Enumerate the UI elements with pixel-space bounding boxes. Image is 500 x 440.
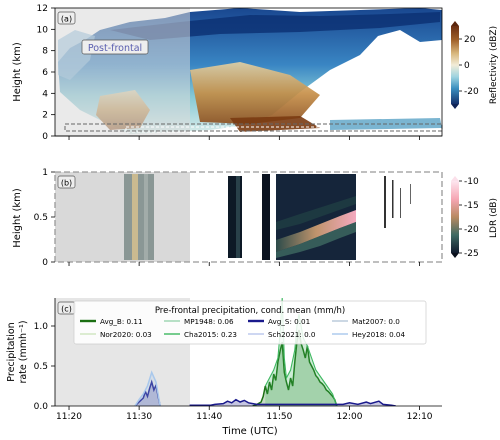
legend-item: Nor2020: 0.03 bbox=[100, 330, 152, 339]
series-line bbox=[134, 370, 161, 406]
y-tick-label: 6 bbox=[42, 68, 48, 78]
y-tick-label: 12 bbox=[37, 4, 48, 14]
y-tick-label: 0 bbox=[42, 258, 48, 268]
panel-c-ylabel-line1: Precipitation bbox=[6, 322, 17, 381]
panel-b-label: (b) bbox=[61, 179, 72, 188]
colorbar-tick-label: -10 bbox=[464, 177, 479, 187]
legend-title: Pre-frontal precipitation, cond. mean (m… bbox=[155, 306, 345, 316]
legend: Pre-frontal precipitation, cond. mean (m… bbox=[73, 300, 427, 345]
y-tick-label: 0.5 bbox=[34, 362, 48, 372]
panel-a-tag-box bbox=[57, 11, 76, 25]
panel-a-xticks bbox=[68, 136, 420, 140]
ldr-column-early bbox=[124, 174, 154, 260]
legend-item: MP1948: 0.06 bbox=[184, 317, 234, 326]
panel-c-ylabel-line2: rate (mmh⁻¹) bbox=[18, 320, 29, 383]
colorbar-tick-label: 20 bbox=[464, 35, 476, 45]
reflectivity-colorbar bbox=[451, 26, 459, 104]
x-tick-label: 12:10 bbox=[407, 412, 433, 422]
series-line bbox=[189, 398, 396, 406]
panel-c-label: (c) bbox=[61, 305, 72, 314]
x-tick-label: 11:30 bbox=[126, 412, 152, 422]
panel-c: (c) Pre-frontal precipitation, cond. mea… bbox=[6, 298, 442, 437]
y-tick-label: 0.5 bbox=[34, 213, 48, 223]
colorbar-tick-label: 0 bbox=[464, 61, 470, 71]
panel-a-yaxis: 0 2 4 6 8 10 12 bbox=[37, 4, 55, 142]
y-tick-label: 1 bbox=[42, 168, 48, 178]
x-tick-label: 11:20 bbox=[56, 412, 82, 422]
ldr-colorbar-ticks: -10 -15 -20 -25 bbox=[459, 177, 479, 259]
panel-a-ylabel: Height (km) bbox=[12, 42, 23, 102]
panel-b-yaxis: 00.51 bbox=[34, 168, 55, 268]
y-tick-label: 2 bbox=[42, 111, 48, 121]
postfrontal-annotation: Post-frontal bbox=[88, 43, 142, 54]
panel-b: (b) 00.51 Height (km) -10-15-20-25 LDR (… bbox=[12, 168, 499, 268]
y-tick-label: 0 bbox=[42, 132, 48, 142]
panel-c-yaxis: 0.0 0.5 1.0 bbox=[34, 322, 55, 412]
precip-series bbox=[134, 298, 396, 406]
legend-box bbox=[73, 300, 427, 345]
panel-a-label: (a) bbox=[61, 15, 72, 24]
x-tick-label: 12:00 bbox=[336, 412, 362, 422]
legend-item: Avg_B: 0.11 bbox=[100, 317, 143, 326]
ldr-field bbox=[228, 174, 411, 260]
panel-b-ylabel: Height (km) bbox=[12, 188, 23, 248]
y-tick-label: 1.0 bbox=[34, 322, 49, 332]
colorbar-tick-label: -25 bbox=[464, 249, 479, 259]
postfrontal-shading bbox=[55, 8, 190, 136]
ldr-colorbar bbox=[451, 181, 459, 253]
zoom-box-inner bbox=[125, 126, 324, 133]
x-tick-label: 11:50 bbox=[266, 412, 292, 422]
legend-item: Mat2007: 0.0 bbox=[352, 317, 400, 326]
colorbar-tick-label: -15 bbox=[464, 201, 479, 211]
legend-item: Cha2015: 0.23 bbox=[184, 330, 237, 339]
y-tick-label: 4 bbox=[42, 89, 48, 99]
legend-item: Sch2021: 0.0 bbox=[268, 330, 316, 339]
legend-item: Avg_S: 0.01 bbox=[268, 317, 310, 326]
panel-b-xticks bbox=[68, 262, 420, 266]
panel-c-xlabel: Time (UTC) bbox=[221, 426, 277, 437]
reflectivity-colorbar-ticks: 20 0 -20 bbox=[459, 35, 479, 97]
y-tick-label: 0.0 bbox=[34, 402, 49, 412]
reflectivity-colorbar-label: Reflectivity (dBZ) bbox=[489, 26, 499, 104]
panel-b-tag-box bbox=[57, 175, 76, 189]
y-tick-label: 8 bbox=[42, 47, 48, 57]
series-area bbox=[265, 298, 337, 406]
x-tick-label: 11:40 bbox=[196, 412, 222, 422]
postfrontal-shading-b bbox=[55, 172, 190, 262]
panel-c-xaxis: 11:20 11:30 11:40 11:50 12:00 12:10 bbox=[56, 406, 433, 422]
colorbar-tick-label: -20 bbox=[464, 87, 479, 97]
y-tick-label: 10 bbox=[37, 25, 49, 35]
postfrontal-box bbox=[81, 39, 149, 55]
panel-a: (a) Post-frontal 0 2 4 6 8 10 12 Height (km) 2… bbox=[12, 4, 499, 142]
legend-item: Hey2018: 0.04 bbox=[352, 330, 406, 339]
colorbar-tick-label: -20 bbox=[464, 225, 479, 235]
ldr-colorbar-label: LDR (dB) bbox=[489, 198, 499, 238]
